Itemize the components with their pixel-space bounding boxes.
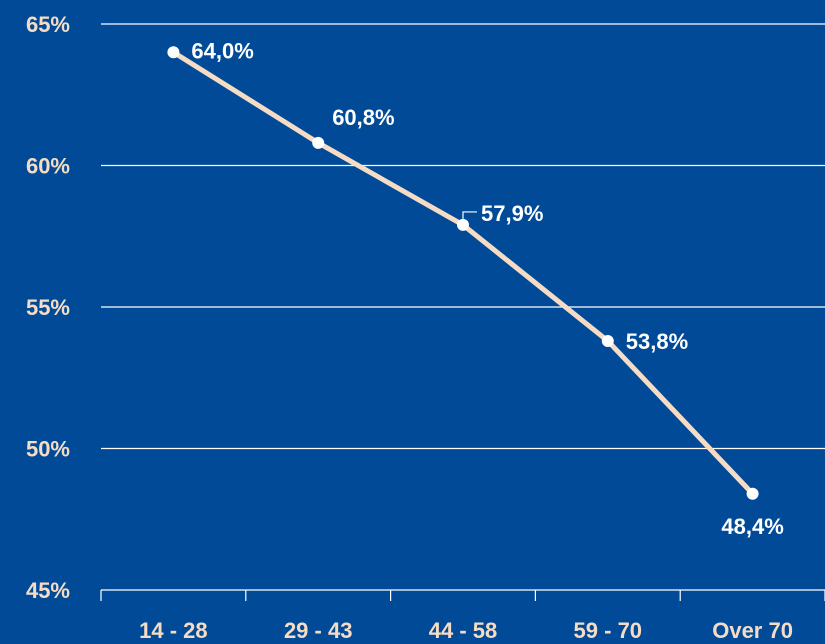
y-tick-labels: 65% 60% 55% 50% 45%: [26, 12, 70, 603]
x-tick-label: 44 - 58: [429, 618, 498, 643]
y-tick-label: 55%: [26, 295, 70, 320]
label-leaders: [462, 211, 477, 219]
x-tick-label: 59 - 70: [574, 618, 643, 643]
y-tick-label: 60%: [26, 154, 70, 179]
x-tick-label: Over 70: [712, 618, 793, 643]
y-tick-label: 45%: [26, 578, 70, 603]
y-tick-label: 65%: [26, 12, 70, 37]
x-tick-label: 29 - 43: [284, 618, 353, 643]
data-point: [457, 218, 469, 231]
data-label: 53,8%: [626, 329, 688, 354]
data-point: [746, 487, 759, 500]
gridlines: [101, 23, 825, 450]
data-points: [167, 46, 759, 500]
leader-line: [462, 211, 477, 219]
x-tick-label: 14 - 28: [139, 618, 208, 643]
x-axis: [100, 589, 825, 601]
series-line: [170, 49, 756, 497]
data-labels: 64,0% 60,8% 57,9% 53,8% 48,4%: [191, 38, 783, 538]
data-point: [312, 136, 325, 149]
series-line: [170, 49, 756, 497]
data-point: [167, 46, 180, 59]
data-label: 60,8%: [332, 105, 394, 130]
data-label: 57,9%: [481, 201, 543, 226]
y-tick-label: 50%: [26, 437, 70, 462]
data-label: 64,0%: [191, 38, 253, 63]
data-label: 48,4%: [721, 514, 783, 539]
x-tick-labels: 14 - 28 29 - 43 44 - 58 59 - 70 Over 70: [139, 618, 793, 643]
data-point: [601, 334, 614, 347]
